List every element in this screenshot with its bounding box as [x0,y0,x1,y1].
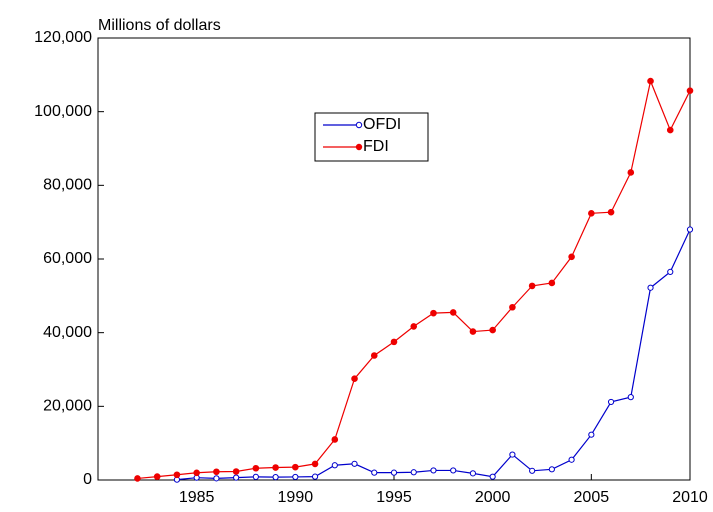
data-point [370,352,378,359]
x-tick-label: 1990 [278,489,314,506]
data-point [686,226,694,233]
data-point [568,253,575,261]
legend-marker [355,143,363,151]
data-point [686,87,694,94]
data-point [153,473,161,480]
data-point [331,436,339,443]
data-point [233,474,240,481]
data-point [548,466,555,473]
data-point [509,451,516,458]
data-point [390,338,398,346]
data-point [469,470,477,477]
legend: OFDI FDI [314,112,429,162]
x-tick-label: 1985 [179,489,215,506]
data-point [292,473,299,481]
data-point [607,398,615,406]
plot-frame [97,37,691,481]
data-point [489,473,496,480]
y-axis-label: Millions of dollars [98,17,221,34]
data-point [647,77,654,85]
x-tick-label: 1995 [376,489,412,506]
data-point [292,463,299,471]
data-point [509,303,516,311]
data-point [371,469,378,476]
data-point [232,468,240,475]
data-point [410,323,418,330]
y-tick-label: 120,000 [34,29,92,46]
y-tick-label: 0 [83,471,92,488]
data-point [450,467,457,474]
data-point [666,126,674,134]
data-point [449,309,457,316]
x-tick-label: 2010 [672,489,708,506]
data-point [489,326,496,334]
data-point [252,464,260,472]
data-point [193,469,200,477]
data-point [134,475,141,482]
data-point [647,284,654,291]
data-point [568,456,575,463]
data-point [173,471,181,479]
x-tick-label: 2005 [574,489,610,506]
data-point [331,462,338,469]
legend-label: FDI [363,138,389,155]
data-point [627,394,634,401]
series-line [176,229,691,481]
data-point [430,309,437,317]
data-point [588,431,595,438]
data-point [607,208,615,216]
data-point [410,469,417,476]
data-point [469,328,477,335]
data-point [390,469,398,476]
data-point [213,468,220,476]
y-tick-label: 60,000 [43,250,92,267]
y-tick-label: 100,000 [34,103,92,120]
data-point [311,460,319,468]
data-point [528,282,536,290]
data-point [272,464,279,471]
legend-box [314,112,429,162]
data-point [351,460,358,467]
data-point [588,210,595,217]
x-tick-label: 2000 [475,489,511,506]
data-point [627,169,635,176]
data-point [529,467,536,474]
data-point [430,467,437,474]
y-tick-label: 80,000 [43,177,92,194]
data-point [252,473,259,480]
data-point [548,279,556,287]
data-point [667,268,674,275]
y-tick-label: 20,000 [43,398,92,415]
data-point [351,375,358,383]
y-tick-label: 40,000 [43,324,92,341]
data-point [272,474,279,481]
data-point [213,475,220,482]
legend-label: OFDI [363,116,401,133]
legend-marker [355,121,363,129]
data-point [311,473,319,480]
